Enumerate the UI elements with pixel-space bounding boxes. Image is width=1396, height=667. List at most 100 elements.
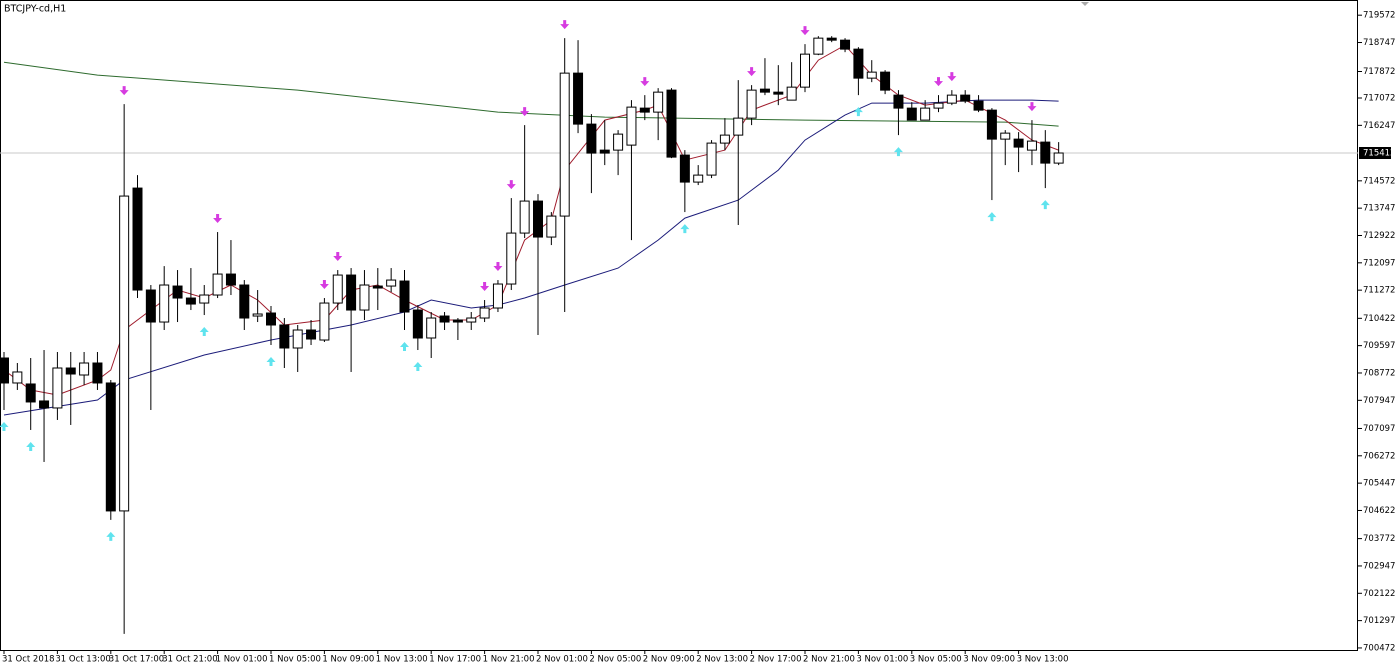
x-tick-label: 2 Nov 21:00 [803,655,855,665]
y-tick-label: 701297 [1363,616,1395,626]
candle-body [399,280,410,313]
candle-body [239,284,250,319]
candle-body [145,289,156,323]
x-tick-label: 31 Oct 17:00 [109,655,164,665]
candle-body [693,174,704,183]
candle-body [225,273,236,286]
sell-arrow [560,20,570,30]
candle-body [800,53,810,88]
y-tick-label: 718747 [1363,38,1395,48]
x-tick-label: 3 Nov 13:00 [1017,655,1069,665]
candle-body [893,94,904,109]
x-tick-label: 3 Nov 09:00 [963,655,1015,665]
candle-body [292,329,303,349]
candle-body [506,232,517,285]
sell-arrow [747,67,757,77]
candle-body [840,39,851,50]
x-tick-label: 3 Nov 01:00 [856,655,908,665]
y-tick-label: 706272 [1363,451,1395,461]
candle-body [1053,152,1064,164]
candle-body [786,86,797,101]
candle-body [639,107,650,113]
sell-arrow [947,72,957,82]
sell-arrow [333,252,343,262]
candle-body [492,283,503,309]
candle-body [212,273,223,296]
candle-body [412,309,423,339]
candle-body [439,315,450,323]
buy-arrow [199,327,209,337]
candle-body [266,312,276,326]
y-tick-label: 717872 [1363,67,1395,77]
candle-body [933,102,944,109]
candle-body [105,382,116,512]
candle-body [960,94,971,102]
candle-body [185,297,196,305]
candle-body [653,91,664,113]
candle-body [613,133,624,151]
candle-body [199,294,210,304]
y-tick-label: 717072 [1363,94,1395,104]
buy-arrow [266,357,276,367]
candle-body [599,149,610,154]
candle-body [986,109,997,140]
candle-body [773,91,784,95]
sell-arrow [480,282,490,292]
candle-body [279,324,290,349]
x-tick-label: 1 Nov 05:00 [269,655,321,665]
candle-body [706,142,717,176]
candle-body [0,357,9,384]
y-tick-label: 711272 [1363,286,1395,296]
buy-arrow [26,441,36,451]
candle-body [306,329,317,340]
candle-body [626,106,637,146]
candle-body [346,274,357,311]
candle-body [586,123,597,154]
candle-body [119,195,130,512]
y-tick-label: 707947 [1363,396,1395,406]
indicator-line [3,99,1059,416]
candle-body [452,319,463,323]
candle-body [666,89,677,158]
candle-body [559,72,570,217]
buy-arrow [680,224,690,234]
x-tick-label: 2 Nov 17:00 [750,655,802,665]
x-tick-label: 31 Oct 2018 [2,655,55,665]
candle-body [759,88,770,93]
current-price-label: 715412 [1363,149,1395,159]
sell-arrow [1027,102,1037,112]
candle-body [1013,138,1024,148]
candle-body [132,187,143,291]
candle-body [853,48,864,79]
buy-arrow [106,531,116,541]
candle-body [920,107,931,121]
candle-body [1026,140,1037,151]
y-tick-label: 712097 [1363,258,1395,268]
candle-body [172,285,183,299]
buy-arrow [1040,200,1050,210]
x-tick-label: 2 Nov 13:00 [696,655,748,665]
chart-title: BTCJPY-cd,H1 [4,4,66,15]
plot-frame [0,0,1358,651]
candle-body [746,89,757,119]
x-tick-label: 1 Nov 21:00 [483,655,535,665]
candle-body [466,317,477,323]
candle-body [866,71,877,79]
candle-body [25,383,36,403]
candle-body [332,274,343,304]
sell-arrow [934,77,943,87]
candle-body [12,371,23,384]
candle-body [679,154,690,183]
candle-body [1000,132,1011,140]
x-tick-label: 1 Nov 09:00 [322,655,374,665]
current-price-box [1359,147,1391,160]
candle-body [906,107,917,121]
y-tick-label: 712922 [1363,231,1395,241]
candle-body [533,200,543,238]
buy-arrow [893,147,903,157]
sell-arrow [319,280,329,290]
x-tick-label: 2 Nov 05:00 [589,655,641,665]
buy-arrow [987,212,997,222]
sell-arrow [213,214,223,224]
x-tick-label: 31 Oct 21:00 [162,655,217,665]
